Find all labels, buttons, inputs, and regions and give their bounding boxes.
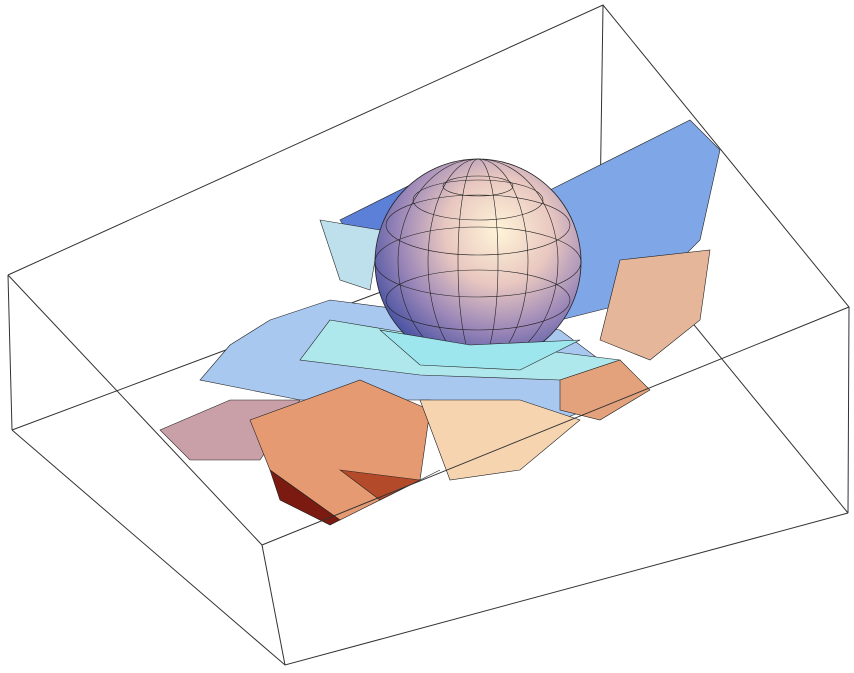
box-edge [11, 429, 849, 666]
surface-patch [599, 249, 711, 361]
surface-patch [338, 469, 441, 501]
mesh-line [385, 194, 571, 256]
mesh-line [412, 179, 544, 221]
surface-patch [379, 329, 581, 371]
mesh-line [374, 226, 582, 298]
surface-patch [559, 359, 651, 421]
surface-patch [269, 469, 341, 526]
mesh-line [385, 269, 571, 331]
box-edge [261, 544, 286, 666]
sphere [374, 158, 582, 366]
box-edge [7, 274, 13, 431]
surface-patch [419, 399, 581, 481]
surface-patch [319, 219, 381, 291]
mesh-line [442, 175, 514, 197]
surface-front [379, 329, 651, 421]
box-edge [847, 306, 850, 514]
bounding-box-front [7, 4, 850, 666]
